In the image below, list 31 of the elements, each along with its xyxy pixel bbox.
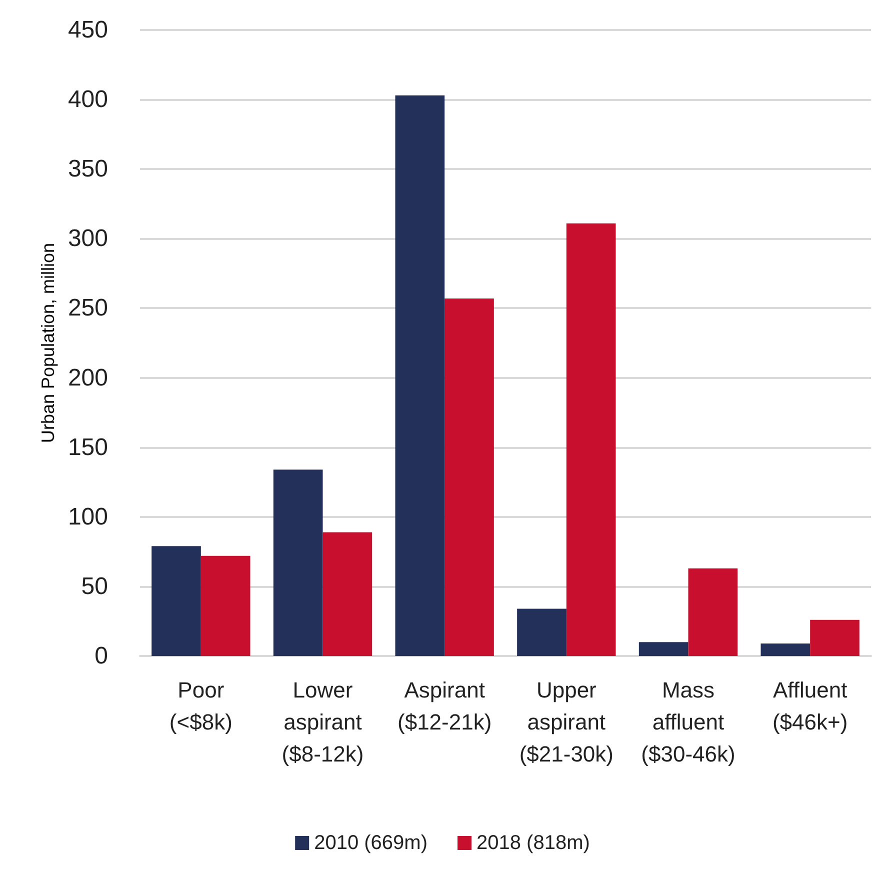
bar xyxy=(395,95,445,656)
bar xyxy=(688,568,738,656)
legend-label: 2010 (669m) xyxy=(314,832,428,854)
bar xyxy=(810,620,860,656)
bar xyxy=(322,532,372,656)
bar xyxy=(566,223,616,656)
x-tick-label: Affluent ($46k+) xyxy=(772,678,848,734)
y-tick-label: 300 xyxy=(68,225,108,252)
bar xyxy=(152,546,201,656)
x-tick-label: Mass affluent ($30-46k) xyxy=(641,678,736,766)
y-tick-label: 100 xyxy=(68,503,108,530)
x-tick-label: Aspirant ($12-21k) xyxy=(398,678,492,734)
bar xyxy=(273,470,323,656)
x-tick-label: Lower aspirant ($8-12k) xyxy=(282,678,364,766)
y-tick-label: 250 xyxy=(68,294,108,322)
y-axis-title: Urban Population, million xyxy=(38,242,58,444)
x-tick-label: Upper aspirant ($21-30k) xyxy=(519,678,614,766)
bar xyxy=(638,642,688,656)
y-tick-label: 200 xyxy=(68,364,108,392)
bar xyxy=(517,608,566,656)
legend-label: 2018 (818m) xyxy=(476,832,590,854)
y-tick-label: 0 xyxy=(94,642,108,670)
y-tick-label: 50 xyxy=(81,572,108,600)
y-tick-label: 400 xyxy=(68,86,108,114)
x-tick-label: Poor (<$8k) xyxy=(169,678,232,734)
bar xyxy=(200,556,250,656)
y-tick-label: 350 xyxy=(68,156,108,183)
bar xyxy=(760,643,810,656)
bar xyxy=(444,298,494,656)
y-tick-label: 450 xyxy=(68,16,108,44)
y-tick-label: 150 xyxy=(68,434,108,461)
